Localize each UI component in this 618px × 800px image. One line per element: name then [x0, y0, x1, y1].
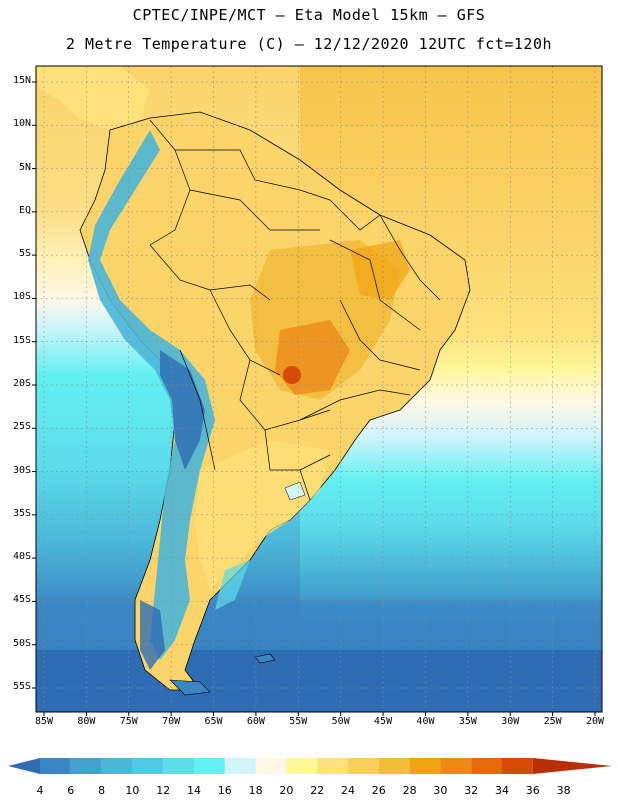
legend-label: 6	[67, 784, 75, 797]
legend-label: 36	[525, 784, 540, 797]
lat-label: 55S	[12, 681, 31, 692]
lat-label: 25S	[12, 421, 31, 433]
legend-swatch	[348, 758, 379, 774]
lat-label: 20S	[12, 378, 31, 389]
legend-label: 32	[464, 784, 479, 797]
legend-label: 22	[310, 784, 325, 797]
lon-label: 45W	[374, 716, 393, 727]
lon-label: 55W	[289, 716, 308, 727]
legend-swatch	[255, 758, 287, 774]
lon-label: 30W	[501, 716, 520, 727]
legend-swatch	[194, 758, 225, 774]
legend-label: 34	[495, 784, 509, 797]
legend-arrow-high	[532, 758, 612, 774]
legend-label: 8	[98, 784, 106, 797]
legend-swatch	[502, 758, 533, 774]
andes-ridge	[88, 130, 215, 660]
map-title-line1: CPTEC/INPE/MCT — Eta Model 15km — GFS	[132, 6, 486, 24]
lat-label: EQ	[18, 204, 31, 216]
legend-label: 16	[217, 784, 232, 797]
lon-label: 50W	[331, 716, 350, 727]
legend-label: 18	[248, 784, 263, 797]
legend-label: 20	[279, 784, 294, 797]
legend-swatch	[471, 758, 502, 774]
lat-label: 5S	[18, 248, 31, 260]
lat-label: 35S	[12, 507, 31, 519]
lon-label: 60W	[246, 716, 265, 727]
graticule	[36, 66, 602, 712]
country-borders	[149, 119, 441, 501]
legend-swatch	[101, 758, 133, 774]
legend-label: 4	[36, 784, 44, 797]
lon-label: 80W	[77, 716, 96, 727]
lat-label: 10S	[12, 291, 31, 303]
legend-swatch	[224, 758, 256, 774]
legend-swatch	[40, 758, 71, 774]
lat-label: 15N	[12, 75, 31, 86]
legend-swatch	[132, 758, 164, 774]
lon-label: 70W	[162, 716, 181, 727]
legend-label: 30	[433, 784, 448, 797]
lat-label: 40S	[12, 551, 31, 563]
lon-label: 85W	[34, 716, 54, 727]
legend-label: 14	[187, 784, 201, 797]
legend-swatch	[378, 758, 410, 774]
map-title-line2: 2 Metre Temperature (C) — 12/12/2020 12U…	[65, 35, 553, 53]
legend-label: 10	[125, 784, 140, 797]
legend-label: 26	[371, 784, 386, 797]
legend-swatch	[163, 758, 194, 774]
color-legend	[8, 758, 612, 774]
lon-label: 75W	[119, 716, 138, 727]
lat-label: 30S	[12, 464, 31, 476]
legend-swatch	[70, 758, 102, 774]
lat-label: 10N	[12, 118, 31, 130]
map-frame	[35, 65, 603, 713]
lat-label: 15S	[12, 334, 31, 346]
legend-swatch	[317, 758, 348, 774]
lon-label: 35W	[458, 716, 477, 727]
lat-label: 45S	[12, 594, 31, 606]
legend-label: 24	[341, 784, 355, 797]
legend-arrow-low	[8, 758, 40, 774]
lon-label: 40W	[416, 716, 435, 727]
lat-label: 5N	[18, 161, 31, 173]
legend-label: 28	[402, 784, 417, 797]
legend-swatch	[286, 758, 318, 774]
lon-label: 20W	[585, 716, 605, 727]
lat-label: 50S	[12, 637, 31, 649]
legend-label: 38	[556, 784, 571, 797]
legend-swatch	[409, 758, 441, 774]
legend-swatch	[440, 758, 472, 774]
lon-label: 65W	[204, 716, 223, 727]
legend-label: 12	[156, 784, 171, 797]
lon-label: 25W	[543, 716, 562, 727]
map-field	[36, 66, 602, 712]
